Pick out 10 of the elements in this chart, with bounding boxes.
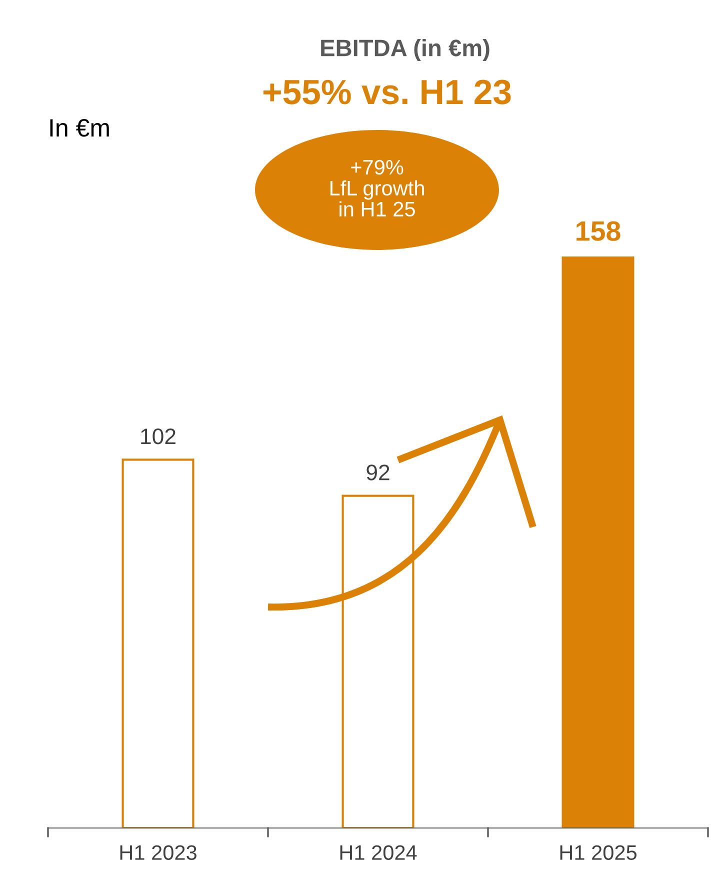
text: +79% LfL growth in H1 25 (330, 160, 424, 217)
x-tick-label: H1 2025 (560, 845, 637, 860)
data-label: 102 (141, 428, 176, 444)
x-tick-label: H1 2024 (340, 845, 417, 860)
x-tick-label: H1 2023 (120, 845, 196, 860)
chart-subtitle: +55% vs. H1 23 (263, 80, 511, 104)
data-label: 92 (366, 464, 390, 480)
y-axis-title: In €m (50, 119, 109, 137)
chart-title: EBITDA (in €m) (321, 38, 490, 62)
data-label: 158 (576, 221, 620, 241)
